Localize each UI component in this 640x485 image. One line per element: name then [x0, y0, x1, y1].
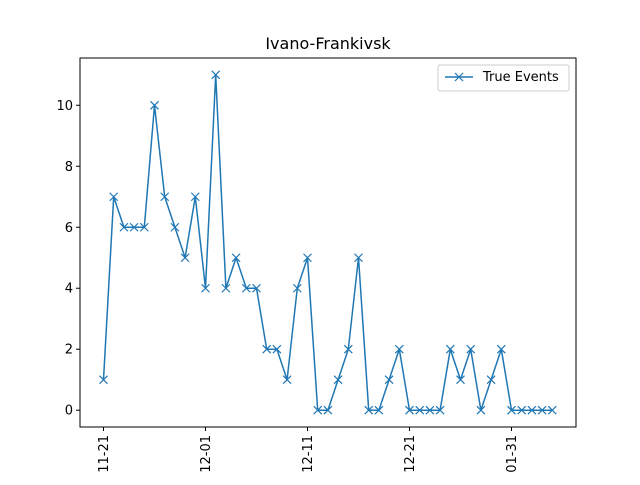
data-point-marker [99, 375, 108, 385]
x-tick-label: 11-21 [97, 435, 112, 473]
data-point-marker [231, 253, 241, 263]
data-point-marker [201, 283, 210, 293]
data-point-marker [150, 100, 159, 110]
y-tick-label: 8 [65, 160, 73, 175]
data-point-marker [486, 375, 496, 385]
legend-label: True Events [482, 70, 559, 85]
data-point-marker [547, 405, 557, 415]
chart-title: Ivano-Frankivsk [265, 34, 391, 53]
series-layer [99, 70, 557, 415]
data-point-marker [282, 375, 292, 385]
x-tick-label: 12-01 [199, 435, 214, 473]
data-point-marker [384, 375, 394, 385]
data-point-marker [343, 344, 353, 354]
data-point-marker [262, 344, 272, 354]
y-tick-label: 4 [65, 282, 73, 297]
data-point-marker [476, 405, 486, 415]
data-point-marker [221, 283, 231, 293]
data-point-marker [303, 253, 312, 263]
plot-frame [79, 57, 577, 428]
data-point-marker [323, 405, 333, 415]
data-point-marker [456, 375, 465, 385]
y-tick-label: 0 [65, 404, 73, 419]
data-point-marker [354, 253, 363, 263]
data-point-marker [190, 192, 200, 202]
data-point-marker [333, 375, 343, 385]
data-point-marker [415, 405, 425, 415]
legend-box [437, 64, 570, 92]
axis-ticks: 0 2 4 6 8 10 11-21 12-01 12-11 12-21 01-31 [56, 99, 520, 473]
data-point-marker [292, 283, 302, 293]
data-point-marker [466, 344, 476, 354]
x-tick-label: 01-31 [505, 435, 520, 473]
data-point-marker [211, 70, 221, 80]
data-point-marker [364, 405, 374, 415]
data-point-marker [445, 344, 455, 354]
x-tick-label: 12-11 [301, 435, 316, 473]
data-point-marker [507, 405, 516, 415]
x-tick-label: 12-21 [403, 435, 418, 473]
data-point-marker [435, 405, 445, 415]
data-point-marker [119, 222, 129, 232]
data-point-marker [160, 192, 170, 202]
y-tick-label: 10 [56, 99, 73, 114]
data-point-marker [139, 222, 149, 232]
data-point-marker [313, 405, 323, 415]
data-point-marker [394, 344, 404, 354]
data-point-marker [374, 405, 384, 415]
data-point-marker [109, 192, 119, 202]
data-point-marker [252, 283, 261, 293]
data-point-marker [405, 405, 414, 415]
data-point-marker [241, 283, 251, 293]
data-point-marker [496, 344, 506, 354]
legend: True Events [437, 64, 570, 92]
data-point-marker [527, 405, 537, 415]
data-point-marker [180, 253, 190, 263]
data-point-marker [272, 344, 282, 354]
y-tick-label: 6 [65, 221, 73, 236]
legend-marker-icon [454, 72, 464, 82]
data-point-marker [517, 405, 527, 415]
y-tick-label: 2 [65, 343, 73, 358]
data-point-marker [170, 222, 180, 232]
data-point-marker [537, 405, 547, 415]
data-point-marker [129, 222, 139, 232]
data-point-marker [425, 405, 435, 415]
